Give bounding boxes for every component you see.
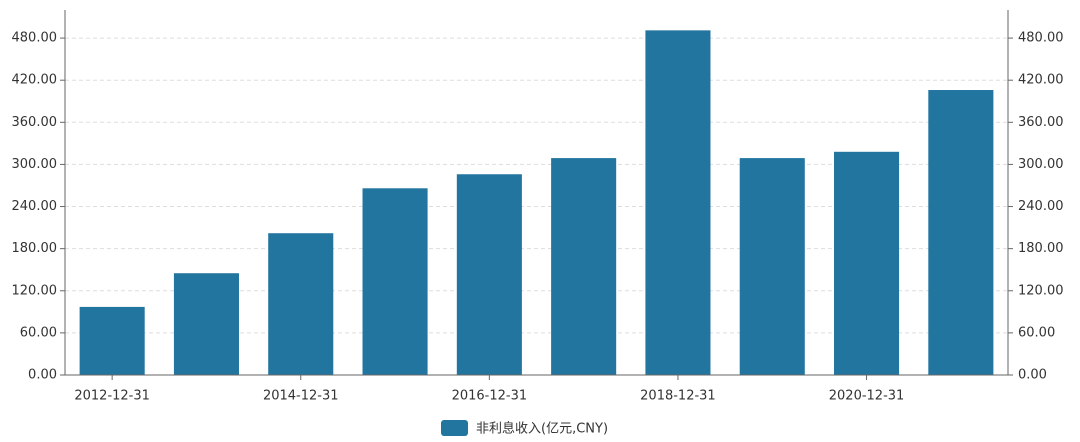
legend-swatch <box>441 420 468 436</box>
y2-tick-label: 180.00 <box>1018 241 1064 256</box>
y2-tick-label: 60.00 <box>1018 325 1055 340</box>
bar <box>362 188 428 375</box>
y2-tick-label: 0.00 <box>1018 368 1047 383</box>
bar <box>834 151 900 375</box>
y2-tick-label: 120.00 <box>1018 283 1064 298</box>
bar <box>173 273 239 375</box>
bar <box>928 90 994 376</box>
bar <box>739 158 805 375</box>
y-tick-label: 360.00 <box>12 115 58 130</box>
y-tick-label: 60.00 <box>20 325 57 340</box>
y-tick-label: 120.00 <box>12 283 58 298</box>
legend-label: 非利息收入(亿元,CNY) <box>476 421 608 437</box>
y-tick-label: 480.00 <box>12 31 58 46</box>
y2-tick-label: 300.00 <box>1018 157 1064 172</box>
y2-tick-label: 360.00 <box>1018 115 1064 130</box>
bar <box>79 306 145 375</box>
x-tick-label: 2014-12-31 <box>263 389 339 404</box>
bar <box>456 174 522 375</box>
bar <box>645 30 711 375</box>
y-tick-label: 0.00 <box>28 368 57 383</box>
x-tick-label: 2016-12-31 <box>452 389 528 404</box>
y-tick-label: 180.00 <box>12 241 58 256</box>
x-tick-label: 2020-12-31 <box>829 389 905 404</box>
y-tick-label: 300.00 <box>12 157 58 172</box>
y2-tick-label: 480.00 <box>1018 31 1064 46</box>
bar <box>268 233 334 375</box>
y2-tick-label: 240.00 <box>1018 199 1064 214</box>
x-tick-label: 2012-12-31 <box>74 389 150 404</box>
y-tick-label: 420.00 <box>12 73 58 88</box>
x-tick-label: 2018-12-31 <box>640 389 716 404</box>
bar <box>551 158 617 375</box>
y-tick-label: 240.00 <box>12 199 58 214</box>
y2-tick-label: 420.00 <box>1018 73 1064 88</box>
